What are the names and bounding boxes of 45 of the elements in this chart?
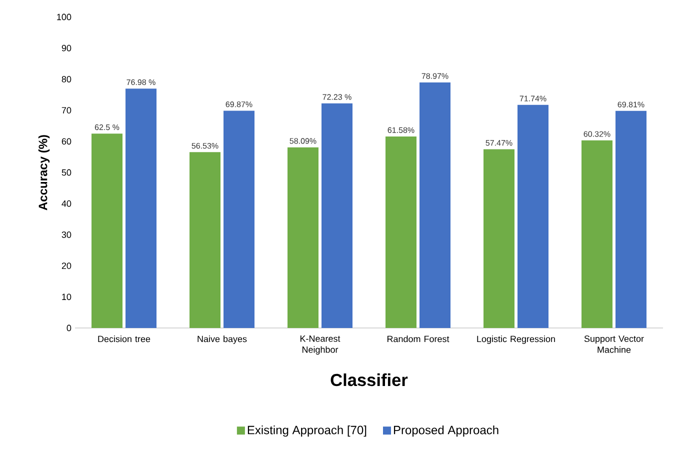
x-tick-label: Decision tree [98, 336, 150, 342]
data-label: 58.09% [290, 138, 316, 144]
data-label: 78.97% [422, 73, 448, 79]
bar [190, 152, 220, 328]
x-tick-label: Support Vector Machine [584, 336, 644, 353]
data-label: 69.87% [226, 102, 252, 108]
bar [224, 110, 254, 328]
data-label: 62.5 % [94, 124, 120, 130]
y-tick-label: 50 [62, 169, 72, 176]
y-tick-label: 80 [62, 76, 72, 82]
data-label: 57.47% [486, 140, 512, 146]
bar [386, 136, 416, 328]
data-label: 72.23 % [322, 94, 352, 100]
data-label: 69.81% [618, 102, 644, 108]
bar [581, 140, 612, 328]
data-label: 76.98 % [126, 79, 156, 86]
y-tick-label: 60 [62, 138, 72, 145]
bar [126, 88, 157, 328]
legend-label: Proposed Approach [394, 425, 498, 437]
y-tick-label: 90 [62, 44, 72, 52]
x-tick-label: Naive bayes [198, 336, 247, 344]
bar [420, 82, 450, 328]
bar [483, 149, 514, 328]
x-tick-label: Random Forest [387, 336, 450, 342]
y-tick-label: 40 [62, 200, 72, 207]
legend-label: Existing Approach [70] [248, 425, 366, 437]
x-axis-title: Classifier [330, 373, 408, 386]
y-tick-label: 20 [62, 262, 72, 269]
bar [92, 134, 123, 328]
data-label: 60.32% [584, 131, 610, 137]
bar [288, 147, 318, 328]
y-tick-label: 100 [57, 14, 72, 20]
y-tick-label: 30 [62, 232, 72, 238]
bar [322, 103, 352, 328]
data-label: 56.53% [192, 142, 218, 149]
y-tick-label: 10 [62, 294, 72, 300]
x-tick-label: K-Nearest Neighbor [300, 336, 340, 355]
y-axis-title: Accuracy (%) [38, 135, 50, 210]
bar [615, 110, 646, 328]
y-tick-label: 70 [62, 107, 72, 114]
x-tick-label: Logistic Regression [477, 336, 555, 344]
bar [517, 104, 548, 328]
data-label: 71.74% [520, 96, 546, 102]
y-tick-label: 0 [66, 324, 72, 332]
data-label: 61.58% [388, 127, 414, 133]
